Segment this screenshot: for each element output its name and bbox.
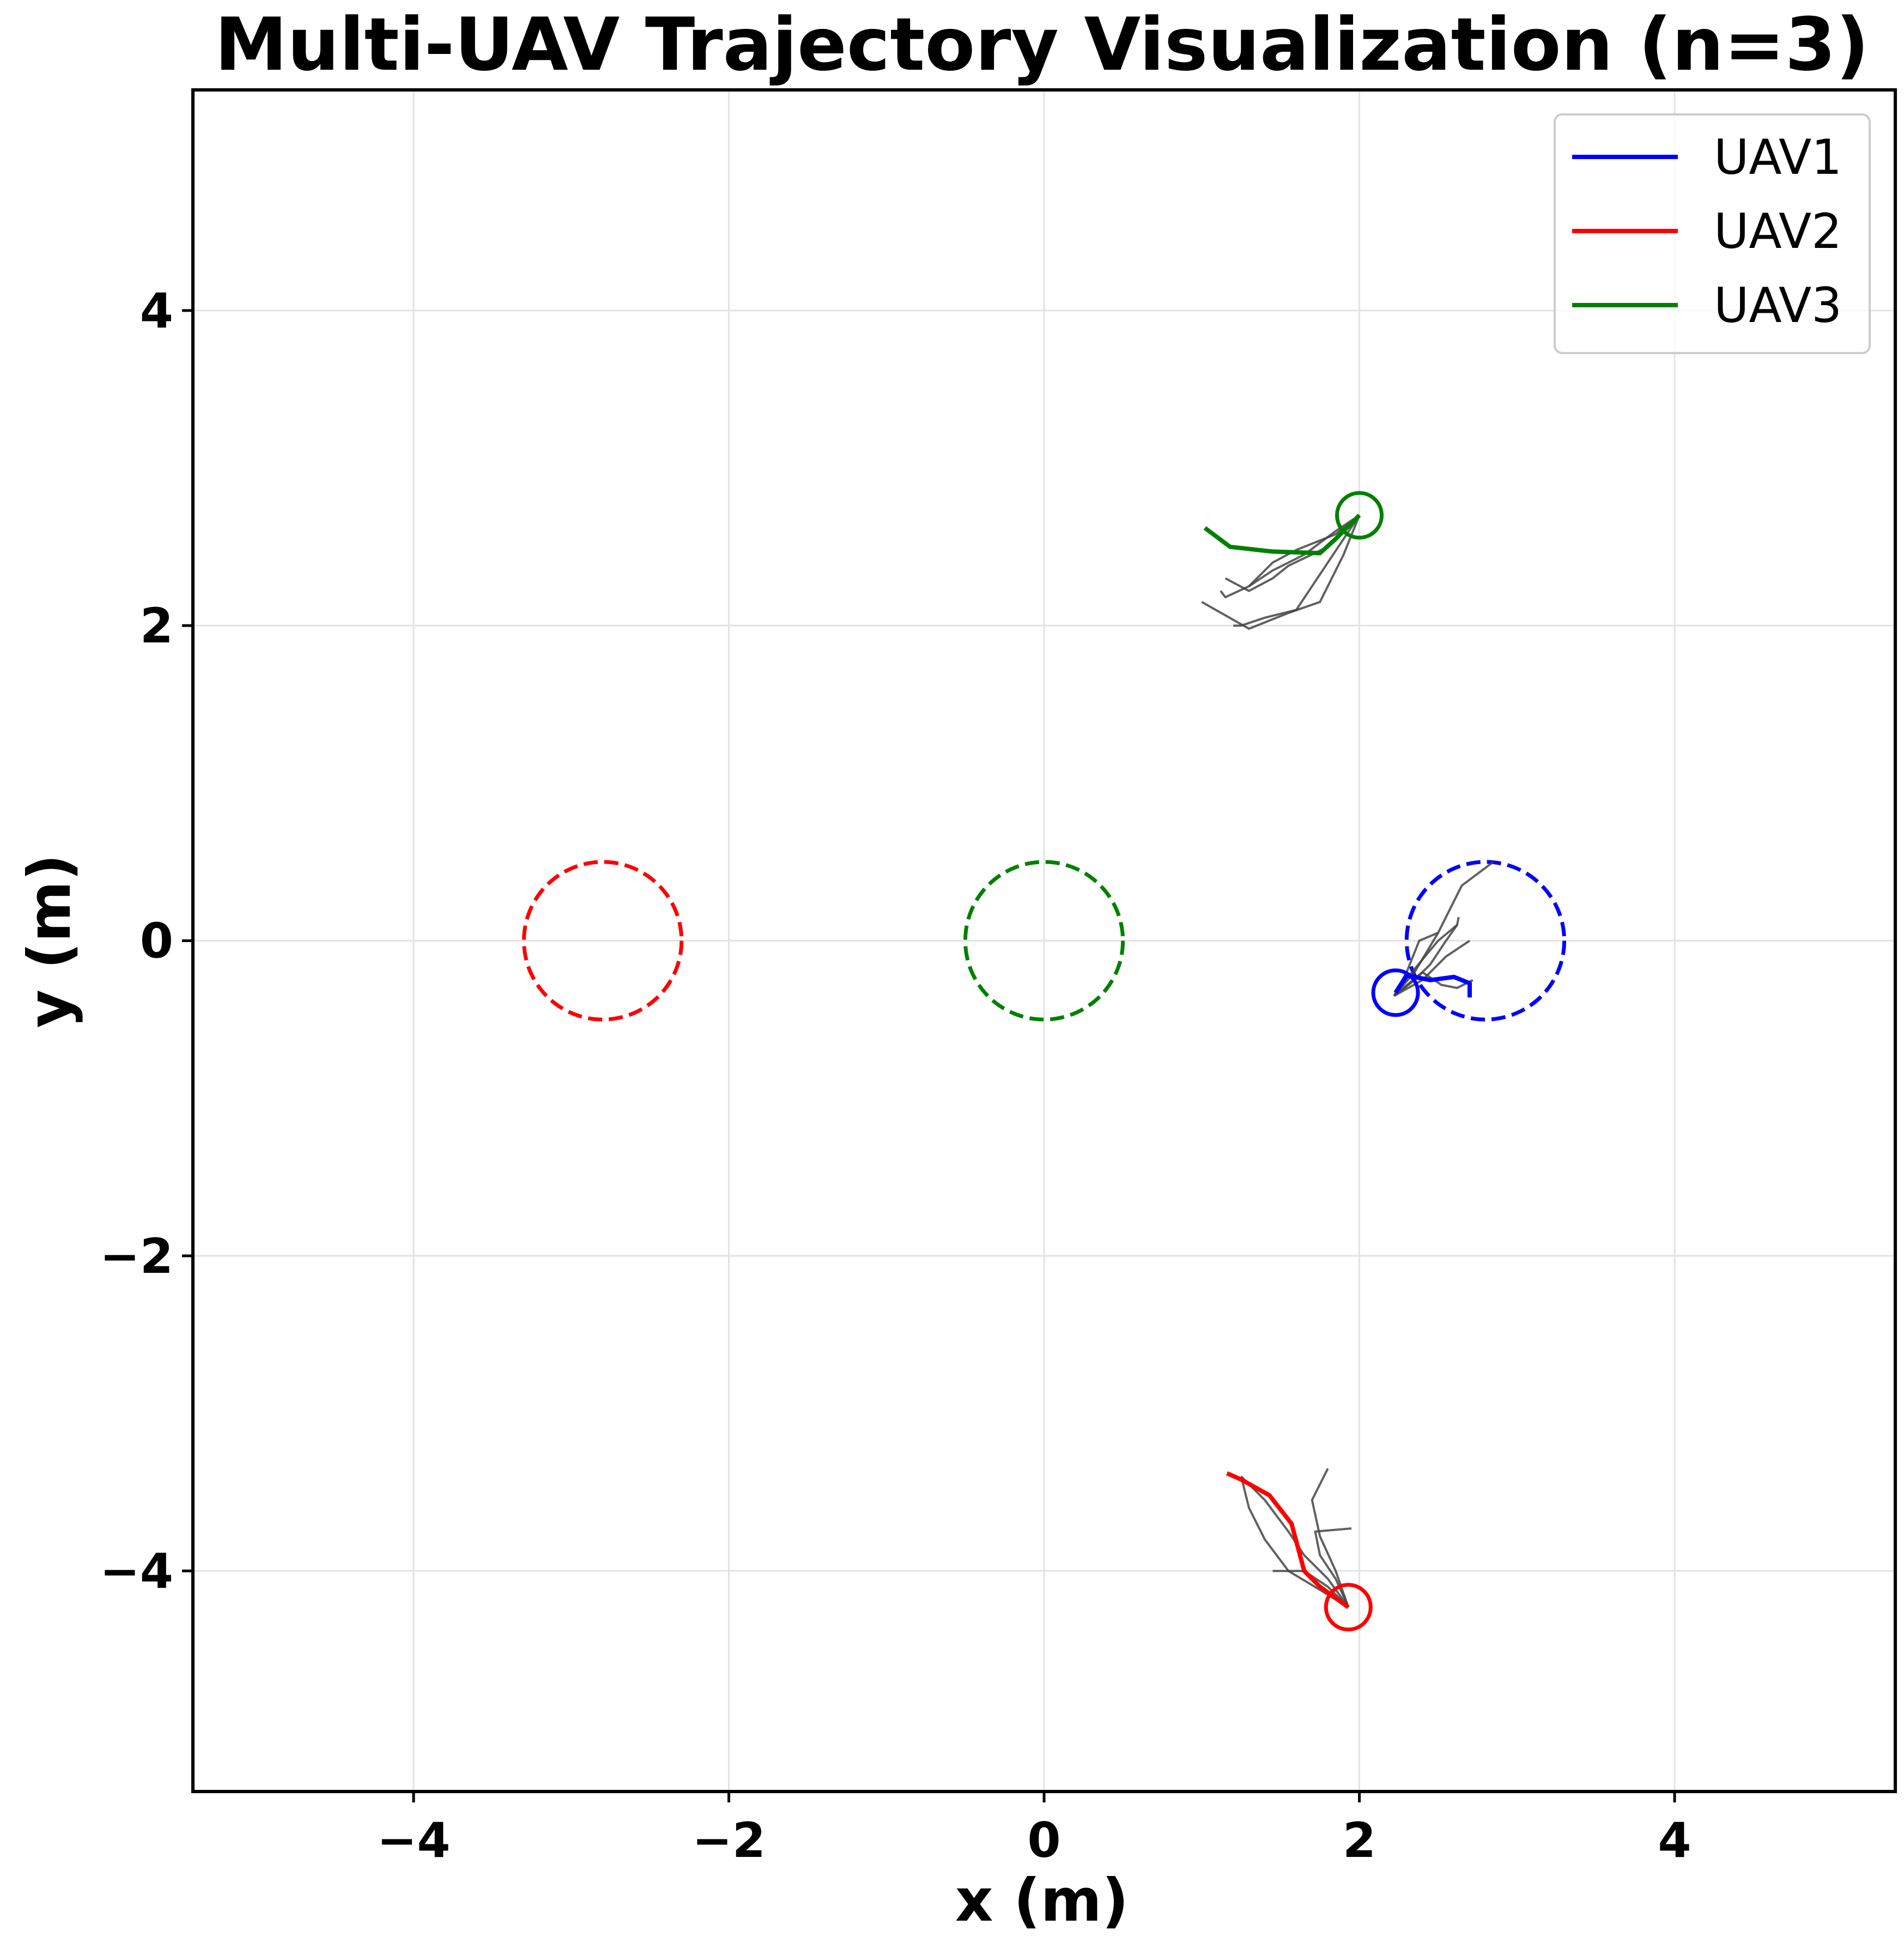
position-marker-uav2 [1324,1583,1373,1632]
x-axis-ticks: −4 −2 0 2 4 [377,1792,1691,1868]
uav-positions [1324,491,1420,1632]
grid [193,90,1895,1792]
predicted-path [1393,939,1471,997]
x-axis-label: x (m) [955,1867,1129,1935]
position-marker-uav3 [1335,491,1384,540]
predicted-path [1393,916,1460,997]
legend-label-uav2: UAV2 [1714,203,1842,259]
legend-label-uav1: UAV1 [1714,129,1842,185]
predicted-path [1220,514,1360,599]
legend-label-uav3: UAV3 [1714,277,1842,333]
predicted-path [1311,1468,1350,1608]
predicted-path [1233,514,1361,627]
x-tick-label: −2 [692,1812,766,1868]
x-tick-label: −4 [377,1812,450,1868]
trajectory-uav3 [1203,513,1361,556]
goal-circle-uav2 [522,860,684,1022]
legend-frame [1554,113,1871,354]
x-tick-label: 2 [1343,1812,1376,1868]
trajectory-uav2 [1226,1471,1350,1609]
goal-regions [522,860,1567,1022]
goal-circle-uav1 [1404,860,1567,1022]
predicted-path [1272,1570,1349,1608]
y-tick-label: 0 [140,913,173,969]
chart-title: Multi-UAV Trajectory Visualization (n=3) [215,2,1869,87]
position-marker-uav1 [1371,968,1420,1017]
y-axis-ticks: 4 2 0 −2 −4 [100,283,193,1599]
trajectory-uav1 [1393,973,1472,998]
predicted-path [1201,514,1361,630]
y-tick-label: −4 [100,1543,173,1599]
x-tick-label: 4 [1658,1812,1691,1868]
y-axis-label: y (m) [16,854,84,1028]
y-tick-label: −2 [100,1228,173,1284]
y-tick-label: 4 [140,283,173,339]
uav-trajectories [1203,513,1472,1609]
y-tick-label: 2 [140,598,173,654]
goal-circle-uav3 [963,860,1125,1022]
x-tick-label: 0 [1027,1812,1060,1868]
plot-area [522,491,1567,1632]
legend: UAV1 UAV2 UAV3 [1554,113,1871,354]
